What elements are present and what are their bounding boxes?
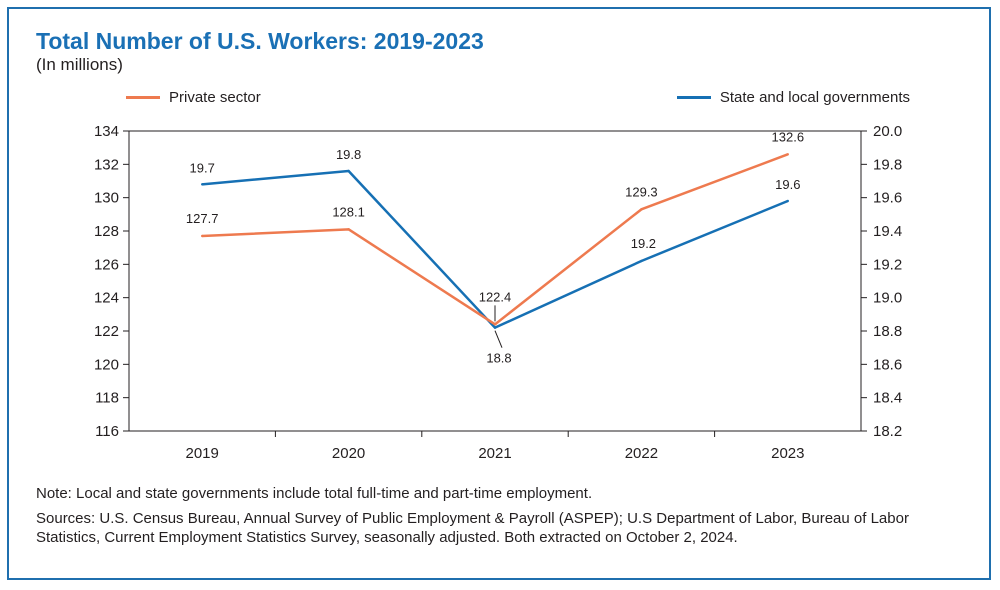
chart-subtitle: (In millions) bbox=[36, 55, 123, 74]
data-point-state-local bbox=[640, 259, 643, 263]
data-label-private-sector: 132.6 bbox=[772, 129, 805, 144]
legend-label-state-local: State and local governments bbox=[719, 89, 910, 106]
data-point-private-sector bbox=[786, 153, 789, 156]
y-left-tick-label: 124 bbox=[94, 290, 119, 307]
x-tick-label: 2022 bbox=[625, 445, 658, 462]
x-tick-label: 2023 bbox=[771, 445, 804, 462]
data-label-private-sector: 122.4 bbox=[479, 289, 512, 304]
y-left-tick-label: 118 bbox=[95, 390, 119, 407]
data-label-state-local: 19.2 bbox=[631, 236, 656, 251]
note-text: Note: Local and state governments includ… bbox=[36, 485, 593, 502]
y-left-tick-label: 116 bbox=[95, 423, 119, 440]
legend-item-private-sector: Private sector bbox=[126, 89, 261, 106]
y-right-tick-label: 19.2 bbox=[873, 256, 902, 273]
y-right-tick-label: 19.8 bbox=[873, 156, 902, 173]
legend-swatch-state-local bbox=[676, 96, 711, 99]
data-point-private-sector bbox=[347, 228, 350, 231]
y-right-tick-label: 18.6 bbox=[873, 356, 902, 373]
data-point-state-local bbox=[493, 326, 497, 329]
plot-area-border bbox=[128, 130, 862, 432]
y-right-tick-label: 18.4 bbox=[873, 390, 902, 407]
data-point-state-local bbox=[347, 169, 350, 173]
data-point-state-local bbox=[201, 183, 204, 186]
y-left-tick-label: 132 bbox=[94, 156, 119, 173]
y-right-tick-label: 19.4 bbox=[873, 223, 902, 240]
sources-text: Sources: U.S. Census Bureau, Annual Surv… bbox=[36, 510, 909, 546]
chart-title: Total Number of U.S. Workers: 2019-2023 bbox=[36, 28, 484, 54]
leader-line-state-2021 bbox=[494, 330, 503, 348]
y-right-tick-label: 19.0 bbox=[873, 290, 902, 307]
y-left-tick-label: 120 bbox=[94, 356, 119, 373]
data-label-private-sector: 127.7 bbox=[186, 211, 219, 226]
y-right-tick-label: 18.2 bbox=[873, 423, 902, 440]
y-left-tick-label: 134 bbox=[94, 123, 119, 140]
y-right-tick-label: 18.8 bbox=[873, 323, 902, 340]
y-left-tick-label: 130 bbox=[94, 190, 119, 207]
chart-notes: Note: Local and state governments includ… bbox=[36, 484, 926, 553]
data-label-state-local: 19.6 bbox=[775, 177, 800, 192]
data-label-state-local: 19.7 bbox=[190, 160, 215, 175]
legend-item-state-local: State and local governments bbox=[676, 89, 910, 106]
y-left-tick-label: 128 bbox=[94, 223, 119, 240]
data-label-private-sector: 128.1 bbox=[332, 204, 365, 219]
legend-swatch-private-sector bbox=[126, 96, 160, 99]
data-label-private-sector: 129.3 bbox=[625, 184, 658, 199]
x-tick-label: 2019 bbox=[186, 445, 219, 462]
data-point-private-sector bbox=[640, 208, 643, 211]
data-point-private-sector bbox=[201, 234, 204, 238]
x-tick-label: 2021 bbox=[478, 445, 511, 462]
x-tick-label: 2020 bbox=[332, 445, 365, 462]
y-left-tick-label: 126 bbox=[94, 256, 119, 273]
data-label-state-local: 19.8 bbox=[336, 147, 361, 162]
data-point-state-local bbox=[786, 199, 789, 203]
y-right-tick-label: 19.6 bbox=[873, 190, 902, 207]
y-left-tick-label: 122 bbox=[94, 323, 119, 340]
data-point-private-sector bbox=[493, 323, 497, 326]
chart-frame bbox=[7, 7, 991, 580]
legend-label-private-sector: Private sector bbox=[169, 89, 261, 106]
y-right-tick-label: 20.0 bbox=[873, 123, 902, 140]
data-label-state-local: 18.8 bbox=[486, 351, 511, 366]
